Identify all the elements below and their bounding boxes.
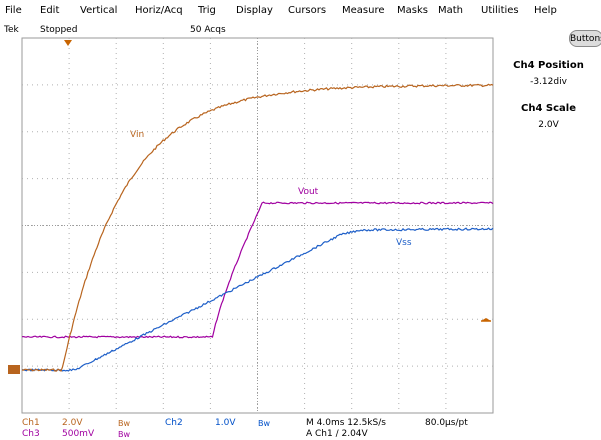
ch2-label[interactable]: Ch2 (165, 418, 183, 428)
vin-label: Vin (130, 130, 144, 140)
menu-horiz-acq[interactable]: Horiz/Acq (135, 5, 183, 16)
menu-utilities[interactable]: Utilities (481, 5, 519, 16)
brand-label: Tek (4, 25, 19, 35)
menu-trig[interactable]: Trig (198, 5, 216, 16)
trigger-position-marker[interactable] (64, 40, 72, 46)
menu-cursors[interactable]: Cursors (288, 5, 327, 16)
acquisition-state: Stopped (40, 25, 78, 35)
vout-label: Vout (298, 187, 319, 197)
graticule (21, 37, 494, 414)
status-bar: Tek Stopped 50 Acqs (0, 22, 601, 38)
channel-readout: Ch1 2.0V Bw Ch2 1.0V Bw Ch3 500mV Bw M 4… (0, 417, 601, 440)
ch3-scale[interactable]: 500mV (62, 429, 95, 439)
ch2-bandwidth-icon: Bw (258, 419, 271, 428)
ch1-scale[interactable]: 2.0V (62, 418, 83, 428)
ch4-position-label: Ch4 Position (513, 60, 584, 71)
ch3-label[interactable]: Ch3 (22, 429, 40, 439)
menu-measure[interactable]: Measure (342, 5, 385, 16)
menu-masks[interactable]: Masks (397, 5, 428, 16)
menu-display[interactable]: Display (236, 5, 273, 16)
menu-file[interactable]: File (5, 5, 22, 16)
trigger-readout[interactable]: A Ch1 ∕ 2.04V (306, 429, 368, 439)
ch1-ground-marker[interactable] (8, 365, 20, 374)
acquisition-count: 50 Acqs (190, 25, 226, 35)
timebase-readout[interactable]: M 4.0ms 12.5kS/s (306, 418, 386, 428)
ch4-scale-label: Ch4 Scale (521, 103, 576, 114)
menu-edit[interactable]: Edit (40, 5, 60, 16)
ch1-bandwidth-icon: Bw (118, 419, 131, 428)
ch4-position-value[interactable]: -3.12div (530, 77, 567, 87)
side-panel: Ch4 Position -3.12div Ch4 Scale 2.0V (496, 60, 601, 146)
buttons-toggle-button[interactable]: Buttons (569, 30, 601, 47)
ch3-vout-trace (21, 201, 494, 339)
menu-vertical[interactable]: Vertical (80, 5, 118, 16)
ch1-label[interactable]: Ch1 (22, 418, 40, 428)
sample-interval-readout: 80.0µs/pt (425, 418, 468, 428)
menu-math[interactable]: Math (438, 5, 464, 16)
ch3-bandwidth-icon: Bw (118, 430, 131, 439)
ch2-scale[interactable]: 1.0V (215, 418, 236, 428)
ch2-vss-trace (21, 227, 494, 372)
ch4-scale-value[interactable]: 2.0V (538, 120, 559, 130)
menu-bar: File Edit Vertical Horiz/Acq Trig Displa… (0, 0, 601, 22)
menu-help[interactable]: Help (534, 5, 557, 16)
ch1-vin-trace (21, 83, 494, 372)
vss-label: Vss (396, 238, 412, 248)
